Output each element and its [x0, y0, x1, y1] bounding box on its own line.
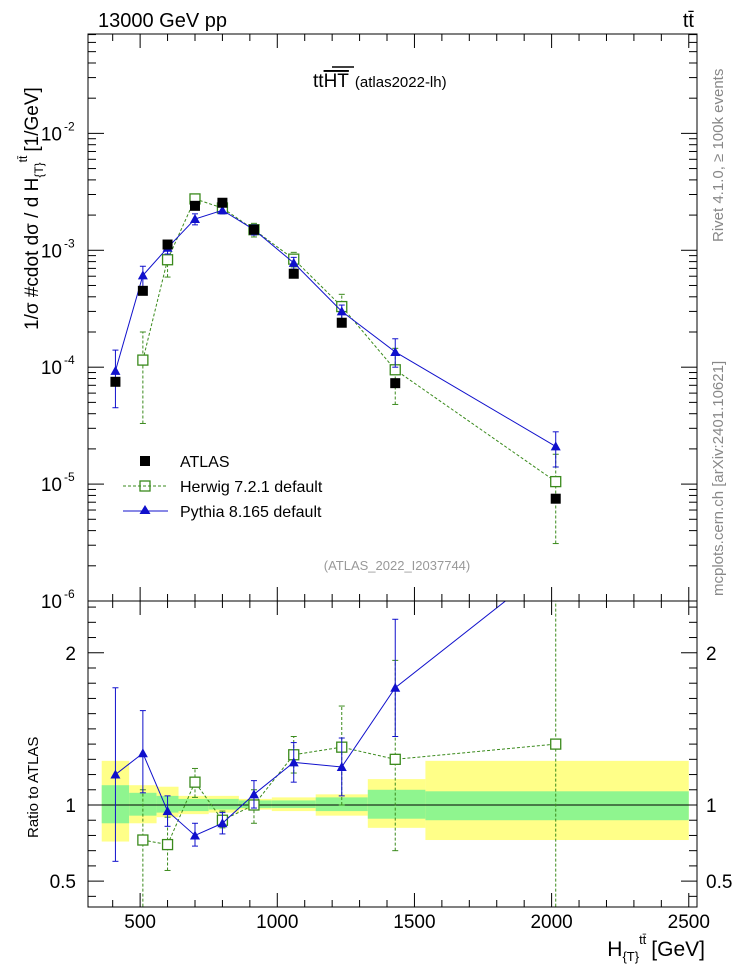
pythia-ratio-point — [248, 789, 259, 799]
y-tick-exponent: -4 — [64, 353, 75, 367]
legend-pythia-marker — [139, 505, 151, 514]
pythia-point — [217, 205, 228, 215]
pythia-point — [550, 441, 561, 451]
x-axis-label: H{T}tt̄ [GeV] — [607, 932, 705, 964]
ratio-band-inner — [425, 791, 689, 821]
herwig-ratio-point — [189, 776, 201, 788]
legend-atlas-marker — [140, 456, 150, 466]
atlas-point — [390, 378, 401, 389]
ratio-y-tick-label: 1 — [65, 796, 76, 817]
ratio-y-tick-label: 0.5 — [50, 872, 76, 893]
herwig-line — [142, 198, 557, 483]
ratio-y-tick-label-right: 1 — [706, 796, 717, 817]
y-tick-exponent: -3 — [64, 236, 75, 250]
herwig-point — [161, 254, 174, 266]
y-tick-label: 10 — [41, 475, 62, 496]
herwig-point — [550, 475, 562, 488]
herwig-ratio-point — [161, 838, 174, 851]
herwig-point — [137, 354, 149, 366]
herwig-ratio-point — [389, 753, 401, 765]
pythia-point — [288, 257, 299, 267]
pythia-ratio-point — [336, 761, 347, 771]
y-tick-label: 10 — [41, 241, 62, 262]
x-tick-label: 1500 — [393, 912, 435, 933]
ratio-y-axis-label: Ratio to ATLAS — [25, 737, 42, 838]
herwig-ratio-point — [137, 834, 149, 846]
y-tick-label: 10 — [41, 124, 62, 145]
x-tick-label: 500 — [124, 912, 156, 933]
pythia-point — [137, 270, 148, 280]
energy-label: 13000 GeV pp — [98, 10, 227, 32]
ratio-frame — [87, 600, 698, 908]
legend: ATLAS Herwig 7.2.1 default Pythia 8.165 … — [123, 454, 323, 521]
ratio-band-inner — [367, 789, 426, 819]
atlas-point — [110, 376, 121, 387]
pythia-ratio-point — [162, 806, 173, 816]
legend-atlas-label: ATLAS — [180, 454, 230, 471]
mcplots-label: mcplots.cern.ch [arXiv:2401.10621] — [710, 361, 727, 596]
pythia-point — [390, 346, 401, 356]
pythia-ratio-point — [288, 757, 299, 767]
pythia-line — [114, 209, 556, 447]
analysis-id: (ATLAS_2022_I2037744) — [324, 558, 470, 573]
ratio-y-tick-label: 2 — [65, 644, 76, 665]
legend-pythia-label: Pythia 8.165 default — [180, 504, 322, 521]
main-plot — [110, 193, 562, 545]
y-tick-exponent: -5 — [64, 470, 75, 484]
ratio-band-inner — [271, 800, 316, 809]
y-tick-label: 10 — [41, 358, 62, 379]
legend-herwig-label: Herwig 7.2.1 default — [180, 479, 323, 496]
ratio-y-tick-label-right: 0.5 — [706, 872, 732, 893]
pythia-point — [110, 365, 121, 375]
y-axis-label: 1/σ #cdot dσ / d H{T}tt̄[1/GeV] — [16, 87, 46, 330]
y-tick-label: 10 — [41, 592, 62, 613]
ratio-y-tick-label-right: 2 — [706, 644, 717, 665]
atlas-point — [162, 239, 173, 250]
pythia-ratio-point — [137, 748, 148, 758]
atlas-point — [189, 200, 200, 211]
pythia-point — [336, 306, 347, 316]
pythia-ratio-point — [189, 830, 200, 840]
pythia-ratio-point — [551, 556, 561, 565]
ratio-band-inner — [208, 798, 239, 810]
chart-title: ttHT (atlas2022-lh) — [313, 71, 447, 92]
rivet-label: Rivet 4.1.0, ≥ 100k events — [710, 69, 727, 242]
atlas-point — [217, 197, 228, 208]
pythia-ratio-line — [115, 601, 507, 837]
x-tick-label: 1000 — [256, 912, 298, 933]
atlas-point — [137, 285, 148, 296]
y-tick-exponent: -6 — [64, 587, 75, 601]
process-label: tt̄ — [683, 10, 695, 32]
x-tick-label: 2000 — [530, 912, 572, 933]
x-tick-label: 2500 — [668, 912, 710, 933]
atlas-point — [336, 317, 347, 328]
atlas-point — [248, 224, 259, 235]
legend-herwig-marker — [139, 480, 151, 492]
pythia-ratio-point — [110, 769, 121, 779]
y-tick-exponent: -2 — [64, 119, 75, 133]
atlas-point — [550, 493, 561, 504]
atlas-point — [288, 268, 299, 279]
ratio-plot — [88, 556, 697, 907]
pythia-ratio-point — [217, 818, 228, 828]
pythia-point — [189, 214, 200, 224]
herwig-ratio-point — [550, 738, 562, 750]
pythia-ratio-point — [390, 682, 401, 692]
